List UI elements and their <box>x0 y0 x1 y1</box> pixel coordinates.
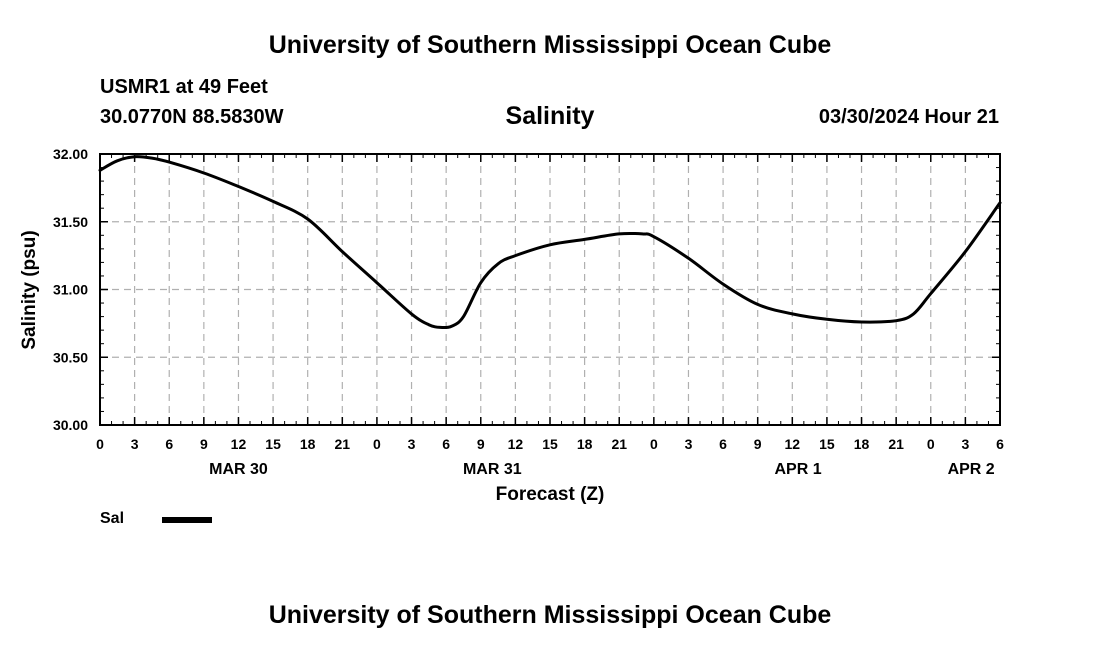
labels-layer: 0 3 6 9 12 15 18 21 0 3 6 9 12 15 18 21 0 3 6 9 12 15 18 21 0 3 6 3… <box>53 146 1004 478</box>
plot-frame <box>99 153 1001 426</box>
x-tick-label: 0 <box>373 436 381 452</box>
x-tick-label: 21 <box>888 436 904 452</box>
y-tick-label: 32.00 <box>53 146 88 162</box>
page-title-bottom: University of Southern Mississippi Ocean… <box>268 601 832 629</box>
y-tick-label: 31.00 <box>53 282 88 298</box>
x-tick-label: 15 <box>265 436 281 452</box>
grid-layer <box>100 153 1000 425</box>
x-tick-label: 0 <box>96 436 104 452</box>
x-day-label: APR 1 <box>775 461 822 478</box>
y-axis-title: Salinity (psu) <box>19 230 40 349</box>
y-tick-label: 30.00 <box>53 417 88 433</box>
x-tick-label: 6 <box>165 436 173 452</box>
x-tick-label: 6 <box>442 436 450 452</box>
station-label: USMR1 at 49 Feet <box>100 76 268 98</box>
y-tick-label: 30.50 <box>53 349 88 365</box>
x-tick-label: 12 <box>785 436 801 452</box>
x-tick-label: 15 <box>819 436 835 452</box>
x-tick-label: 3 <box>131 436 139 452</box>
x-tick-label: 6 <box>996 436 1004 452</box>
legend-label: Sal <box>100 510 125 527</box>
x-tick-label: 18 <box>577 436 593 452</box>
chart-title: Salinity <box>505 102 595 130</box>
x-day-label: MAR 30 <box>209 461 268 478</box>
x-tick-label: 6 <box>719 436 727 452</box>
x-day-label: APR 2 <box>948 461 995 478</box>
x-tick-label: 21 <box>335 436 351 452</box>
x-tick-label: 3 <box>961 436 969 452</box>
legend-line-swatch <box>162 517 212 523</box>
x-tick-label: 18 <box>854 436 870 452</box>
x-tick-label: 9 <box>477 436 485 452</box>
x-tick-label: 15 <box>542 436 558 452</box>
x-tick-label: 0 <box>650 436 658 452</box>
y-tick-label: 31.50 <box>53 214 88 230</box>
x-tick-label: 21 <box>611 436 627 452</box>
x-tick-label: 18 <box>300 436 316 452</box>
x-tick-label: 9 <box>200 436 208 452</box>
x-tick-label: 12 <box>231 436 247 452</box>
timestamp-label: 03/30/2024 Hour 21 <box>818 106 999 128</box>
x-tick-label: 0 <box>927 436 935 452</box>
x-tick-label: 12 <box>508 436 524 452</box>
coordinates-label: 30.0770N 88.5830W <box>100 106 284 128</box>
x-day-label: MAR 31 <box>463 461 522 478</box>
x-tick-label: 3 <box>685 436 693 452</box>
x-tick-label: 9 <box>754 436 762 452</box>
x-tick-label: 3 <box>408 436 416 452</box>
series-line-sal <box>98 155 1002 330</box>
page-title-top: University of Southern Mississippi Ocean… <box>268 31 832 59</box>
x-axis-title: Forecast (Z) <box>496 484 605 505</box>
